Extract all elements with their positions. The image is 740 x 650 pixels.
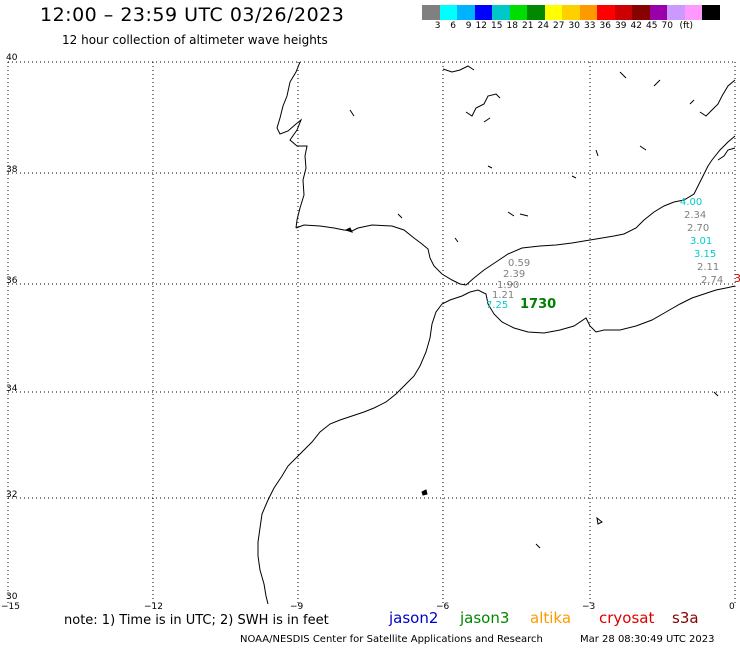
lon-label: −12 [144,602,163,612]
swh-observation: 2.11 [697,262,720,273]
lat-label: 34 [6,384,18,394]
satellite-altika: altika [530,609,572,627]
legend-label: 30 [568,21,580,31]
map-title: 12:00 – 23:59 UTC 03/26/2023 [40,4,345,26]
legend-label: 39 [615,21,627,31]
footer-timestamp: Mar 28 08:30:49 UTC 2023 [580,634,715,645]
legend-swatch [509,5,527,20]
legend-label: (ft) [679,21,693,31]
legend-swatch [422,5,440,20]
legend-swatch [649,5,667,20]
legend-swatch [544,5,562,20]
lat-label: 40 [6,53,18,63]
coastline [257,61,736,605]
footer-credit: NOAA/NESDIS Center for Satellite Applica… [240,634,543,645]
lon-label: −15 [1,602,20,612]
swh-observation: 2.74 [701,275,724,286]
legend-label: 27 [553,21,565,31]
legend-swatch [527,5,545,20]
edge-marker: 3 [734,272,740,285]
legend-label: 18 [506,21,518,31]
units-note: note: 1) Time is in UTC; 2) SWH is in fe… [64,613,329,628]
pass-time-label: 1730 [520,297,557,312]
legend-label: 24 [537,21,549,31]
legend-label: 70 [661,21,673,31]
lon-label: −6 [436,602,450,612]
swh-observation: 4.00 [680,197,703,208]
swh-observation: 2.34 [684,210,707,221]
swh-observation: 3.15 [694,249,717,260]
island-marker [421,489,428,496]
swh-observation: 3.01 [690,236,713,247]
lat-label: 36 [6,276,18,286]
map-subtitle: 12 hour collection of altimeter wave hei… [62,33,328,47]
satellite-jason3: jason3 [460,609,510,627]
lat-label: 32 [6,490,18,500]
lat-label: 38 [6,165,18,175]
legend-swatch [492,5,510,20]
legend-swatch [702,5,720,20]
swh-observation: 2.39 [503,269,526,280]
legend-swatch [579,5,597,20]
lat-lon-grid [7,61,736,604]
legend-swatch [614,5,632,20]
island-marker [344,227,353,233]
legend-swatch [632,5,650,20]
satellite-cryosat: cryosat [599,609,655,627]
legend-swatch [597,5,615,20]
legend-label: 12 [475,21,487,31]
legend-label: 45 [646,21,658,31]
swh-observation: 0.59 [508,258,531,269]
legend-label: 33 [584,21,596,31]
legend-label: 42 [630,21,642,31]
swh-observation: 2.70 [687,223,710,234]
satellite-s3a: s3a [672,609,699,627]
satellite-jason2: jason2 [389,609,439,627]
lon-label: −3 [582,602,596,612]
legend-label: 21 [522,21,534,31]
legend-swatch [562,5,580,20]
legend-swatch [439,5,457,20]
legend-swatch [684,5,702,20]
lon-label: −9 [290,602,304,612]
legend-label: 6 [450,21,456,31]
legend-label: 15 [491,21,503,31]
legend-swatch [474,5,492,20]
legend-labels: 3 6 9 12 15 18 21 24 27 30 33 36 39 42 45 70 (ft) [425,21,693,31]
lat-label: 30 [6,592,18,602]
swh-observation: 1.21 [492,290,515,301]
legend-swatch [667,5,685,20]
legend-label: 9 [465,21,472,31]
legend-label: 3 [434,21,441,31]
legend-label: 36 [599,21,611,31]
lon-label: 0 [729,602,735,612]
legend-swatch [457,5,475,20]
swh-observation: 7.25 [486,300,509,311]
swh-observation: 1.90 [497,280,520,291]
wave-height-color-legend [422,5,720,20]
